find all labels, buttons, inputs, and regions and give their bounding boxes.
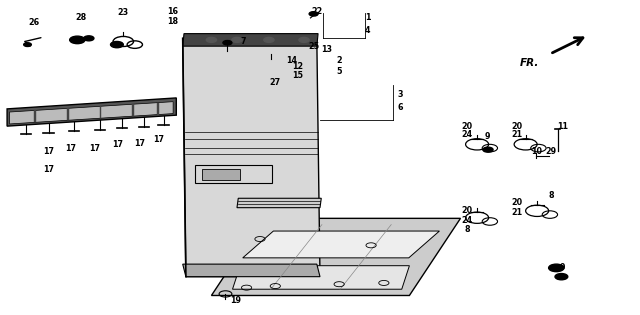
Text: 14: 14 [286, 56, 297, 65]
Text: 6: 6 [397, 103, 403, 112]
Circle shape [555, 273, 568, 280]
Polygon shape [232, 266, 410, 289]
Text: 1: 1 [365, 14, 371, 22]
Polygon shape [132, 104, 134, 116]
Polygon shape [100, 106, 102, 118]
Circle shape [264, 37, 274, 43]
Text: 8: 8 [464, 225, 470, 234]
Text: 21: 21 [511, 208, 522, 217]
Bar [202, 169, 240, 180]
Text: 29: 29 [546, 147, 557, 156]
Text: 7: 7 [241, 37, 246, 46]
Text: 9: 9 [484, 132, 490, 141]
Text: 21: 21 [511, 130, 522, 140]
Text: 10: 10 [532, 147, 543, 156]
Text: 9: 9 [560, 263, 565, 272]
Text: 12: 12 [292, 62, 303, 71]
Circle shape [111, 42, 124, 48]
Text: 26: 26 [28, 18, 40, 26]
Polygon shape [237, 198, 321, 208]
Text: 19: 19 [230, 296, 241, 305]
Text: 15: 15 [292, 72, 303, 80]
Circle shape [232, 37, 242, 43]
Text: 22: 22 [311, 7, 323, 16]
Text: 17: 17 [134, 139, 145, 148]
Text: 17: 17 [65, 144, 76, 152]
Circle shape [70, 36, 85, 44]
Polygon shape [243, 231, 440, 258]
Text: 4: 4 [365, 26, 371, 35]
Circle shape [84, 36, 94, 41]
Circle shape [299, 37, 309, 43]
Text: 28: 28 [75, 14, 86, 22]
Polygon shape [7, 98, 176, 126]
Text: FR.: FR. [520, 58, 539, 68]
Text: 17: 17 [112, 140, 123, 149]
Polygon shape [182, 38, 320, 277]
Text: 5: 5 [337, 67, 342, 76]
Polygon shape [182, 264, 320, 277]
Text: 16: 16 [168, 7, 179, 16]
Text: 20: 20 [461, 122, 472, 131]
Text: 27: 27 [269, 78, 281, 87]
Text: 2: 2 [337, 56, 342, 65]
Circle shape [223, 41, 232, 45]
Text: 24: 24 [461, 130, 472, 140]
Text: 13: 13 [321, 45, 332, 54]
Polygon shape [34, 111, 36, 123]
Text: 3: 3 [397, 90, 403, 99]
Circle shape [483, 147, 493, 152]
Text: 20: 20 [461, 206, 472, 215]
Circle shape [309, 12, 318, 16]
Text: 8: 8 [548, 191, 554, 200]
Text: 11: 11 [557, 122, 568, 131]
Text: 18: 18 [168, 17, 179, 26]
Text: 17: 17 [43, 147, 54, 156]
Circle shape [548, 264, 564, 272]
Text: 17: 17 [43, 165, 54, 174]
Circle shape [24, 43, 31, 47]
Polygon shape [182, 34, 318, 46]
Polygon shape [67, 108, 68, 120]
Text: 17: 17 [89, 144, 100, 152]
Text: 20: 20 [511, 122, 522, 131]
Circle shape [206, 37, 216, 43]
Polygon shape [211, 218, 461, 295]
Text: 17: 17 [153, 135, 164, 144]
Polygon shape [157, 103, 159, 115]
Polygon shape [10, 102, 173, 124]
Text: 25: 25 [308, 42, 319, 51]
Text: 24: 24 [461, 216, 472, 225]
Bar [195, 165, 272, 183]
Text: 23: 23 [118, 8, 129, 17]
Text: 20: 20 [511, 198, 522, 208]
